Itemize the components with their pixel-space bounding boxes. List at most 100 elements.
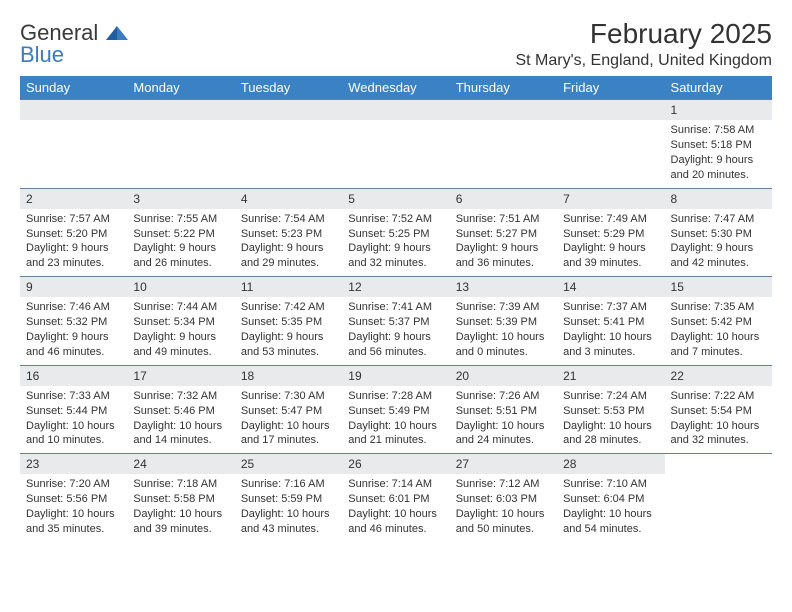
day-number: 24 — [127, 454, 234, 474]
sunset-text: Sunset: 5:44 PM — [26, 404, 121, 419]
daylight-text: Daylight: 9 hours and 29 minutes. — [241, 241, 336, 271]
day-cell: 13Sunrise: 7:39 AMSunset: 5:39 PMDayligh… — [450, 277, 557, 365]
sunrise-text: Sunrise: 7:32 AM — [133, 389, 228, 404]
sunset-text: Sunset: 5:27 PM — [456, 227, 551, 242]
calendar: SundayMondayTuesdayWednesdayThursdayFrid… — [20, 76, 772, 542]
day-body: Sunrise: 7:42 AMSunset: 5:35 PMDaylight:… — [235, 297, 342, 364]
day-number — [450, 100, 557, 120]
day-number: 8 — [665, 189, 772, 209]
logo: General Blue — [20, 22, 128, 66]
sunrise-text: Sunrise: 7:30 AM — [241, 389, 336, 404]
day-body: Sunrise: 7:26 AMSunset: 5:51 PMDaylight:… — [450, 386, 557, 453]
sunrise-text: Sunrise: 7:33 AM — [26, 389, 121, 404]
sunset-text: Sunset: 5:47 PM — [241, 404, 336, 419]
sunset-text: Sunset: 5:39 PM — [456, 315, 551, 330]
sunset-text: Sunset: 5:32 PM — [26, 315, 121, 330]
weekday-header: Thursday — [450, 76, 557, 99]
day-body: Sunrise: 7:37 AMSunset: 5:41 PMDaylight:… — [557, 297, 664, 364]
sunrise-text: Sunrise: 7:58 AM — [671, 123, 766, 138]
daylight-text: Daylight: 9 hours and 26 minutes. — [133, 241, 228, 271]
sunset-text: Sunset: 5:35 PM — [241, 315, 336, 330]
day-number: 17 — [127, 366, 234, 386]
day-cell: 17Sunrise: 7:32 AMSunset: 5:46 PMDayligh… — [127, 366, 234, 454]
sunset-text: Sunset: 5:18 PM — [671, 138, 766, 153]
day-cell: 25Sunrise: 7:16 AMSunset: 5:59 PMDayligh… — [235, 454, 342, 542]
daylight-text: Daylight: 10 hours and 39 minutes. — [133, 507, 228, 537]
day-number: 27 — [450, 454, 557, 474]
day-body: Sunrise: 7:20 AMSunset: 5:56 PMDaylight:… — [20, 474, 127, 541]
week-row: 9Sunrise: 7:46 AMSunset: 5:32 PMDaylight… — [20, 276, 772, 365]
sunset-text: Sunset: 5:42 PM — [671, 315, 766, 330]
day-cell: 14Sunrise: 7:37 AMSunset: 5:41 PMDayligh… — [557, 277, 664, 365]
daylight-text: Daylight: 10 hours and 10 minutes. — [26, 419, 121, 449]
sunset-text: Sunset: 5:23 PM — [241, 227, 336, 242]
day-cell — [450, 100, 557, 188]
day-cell: 6Sunrise: 7:51 AMSunset: 5:27 PMDaylight… — [450, 189, 557, 277]
sunset-text: Sunset: 5:53 PM — [563, 404, 658, 419]
day-cell — [235, 100, 342, 188]
weekday-header: Wednesday — [342, 76, 449, 99]
day-body: Sunrise: 7:22 AMSunset: 5:54 PMDaylight:… — [665, 386, 772, 453]
daylight-text: Daylight: 10 hours and 0 minutes. — [456, 330, 551, 360]
day-cell: 26Sunrise: 7:14 AMSunset: 6:01 PMDayligh… — [342, 454, 449, 542]
daylight-text: Daylight: 9 hours and 49 minutes. — [133, 330, 228, 360]
daylight-text: Daylight: 10 hours and 28 minutes. — [563, 419, 658, 449]
header: General Blue February 2025 St Mary's, En… — [20, 18, 772, 70]
day-body: Sunrise: 7:55 AMSunset: 5:22 PMDaylight:… — [127, 209, 234, 276]
day-body: Sunrise: 7:58 AMSunset: 5:18 PMDaylight:… — [665, 120, 772, 187]
day-cell — [342, 100, 449, 188]
day-body: Sunrise: 7:28 AMSunset: 5:49 PMDaylight:… — [342, 386, 449, 453]
daylight-text: Daylight: 10 hours and 50 minutes. — [456, 507, 551, 537]
day-cell: 19Sunrise: 7:28 AMSunset: 5:49 PMDayligh… — [342, 366, 449, 454]
daylight-text: Daylight: 10 hours and 17 minutes. — [241, 419, 336, 449]
week-row: 1Sunrise: 7:58 AMSunset: 5:18 PMDaylight… — [20, 99, 772, 188]
daylight-text: Daylight: 10 hours and 3 minutes. — [563, 330, 658, 360]
sunset-text: Sunset: 5:20 PM — [26, 227, 121, 242]
day-body: Sunrise: 7:51 AMSunset: 5:27 PMDaylight:… — [450, 209, 557, 276]
sunset-text: Sunset: 5:22 PM — [133, 227, 228, 242]
title-block: February 2025 St Mary's, England, United… — [515, 18, 772, 70]
day-number: 13 — [450, 277, 557, 297]
day-number: 26 — [342, 454, 449, 474]
month-title: February 2025 — [515, 18, 772, 50]
day-number: 10 — [127, 277, 234, 297]
day-number — [235, 100, 342, 120]
day-cell: 1Sunrise: 7:58 AMSunset: 5:18 PMDaylight… — [665, 100, 772, 188]
sunrise-text: Sunrise: 7:51 AM — [456, 212, 551, 227]
day-number: 1 — [665, 100, 772, 120]
day-number: 18 — [235, 366, 342, 386]
sunrise-text: Sunrise: 7:12 AM — [456, 477, 551, 492]
day-cell: 2Sunrise: 7:57 AMSunset: 5:20 PMDaylight… — [20, 189, 127, 277]
sunset-text: Sunset: 5:58 PM — [133, 492, 228, 507]
day-cell: 20Sunrise: 7:26 AMSunset: 5:51 PMDayligh… — [450, 366, 557, 454]
day-cell: 4Sunrise: 7:54 AMSunset: 5:23 PMDaylight… — [235, 189, 342, 277]
logo-text: General Blue — [20, 22, 128, 66]
day-number: 6 — [450, 189, 557, 209]
day-number: 15 — [665, 277, 772, 297]
sunset-text: Sunset: 5:49 PM — [348, 404, 443, 419]
day-body: Sunrise: 7:39 AMSunset: 5:39 PMDaylight:… — [450, 297, 557, 364]
sunrise-text: Sunrise: 7:18 AM — [133, 477, 228, 492]
daylight-text: Daylight: 10 hours and 24 minutes. — [456, 419, 551, 449]
day-cell: 24 Sunrise: 7:18 AMSunset: 5:58 PMDayligh… — [127, 454, 234, 542]
sunrise-text: Sunrise: 7:26 AM — [456, 389, 551, 404]
week-row: 23Sunrise: 7:20 AMSunset: 5:56 PMDayligh… — [20, 453, 772, 542]
day-cell: 15Sunrise: 7:35 AMSunset: 5:42 PMDayligh… — [665, 277, 772, 365]
day-cell: 16Sunrise: 7:33 AMSunset: 5:44 PMDayligh… — [20, 366, 127, 454]
day-number: 3 — [127, 189, 234, 209]
day-body: Sunrise: 7:41 AMSunset: 5:37 PMDaylight:… — [342, 297, 449, 364]
day-body: Sunrise: 7:16 AMSunset: 5:59 PMDaylight:… — [235, 474, 342, 541]
daylight-text: Daylight: 10 hours and 54 minutes. — [563, 507, 658, 537]
sunrise-text: Sunrise: 7:47 AM — [671, 212, 766, 227]
day-body: Sunrise: 7:52 AMSunset: 5:25 PMDaylight:… — [342, 209, 449, 276]
day-cell — [127, 100, 234, 188]
sunrise-text: Sunrise: 7:49 AM — [563, 212, 658, 227]
day-body: Sunrise: 7:10 AMSunset: 6:04 PMDaylight:… — [557, 474, 664, 541]
sunset-text: Sunset: 5:30 PM — [671, 227, 766, 242]
calendar-page: General Blue February 2025 St Mary's, En… — [0, 0, 792, 552]
daylight-text: Daylight: 9 hours and 56 minutes. — [348, 330, 443, 360]
day-number: 19 — [342, 366, 449, 386]
day-number: 9 — [20, 277, 127, 297]
sunset-text: Sunset: 5:51 PM — [456, 404, 551, 419]
daylight-text: Daylight: 10 hours and 43 minutes. — [241, 507, 336, 537]
